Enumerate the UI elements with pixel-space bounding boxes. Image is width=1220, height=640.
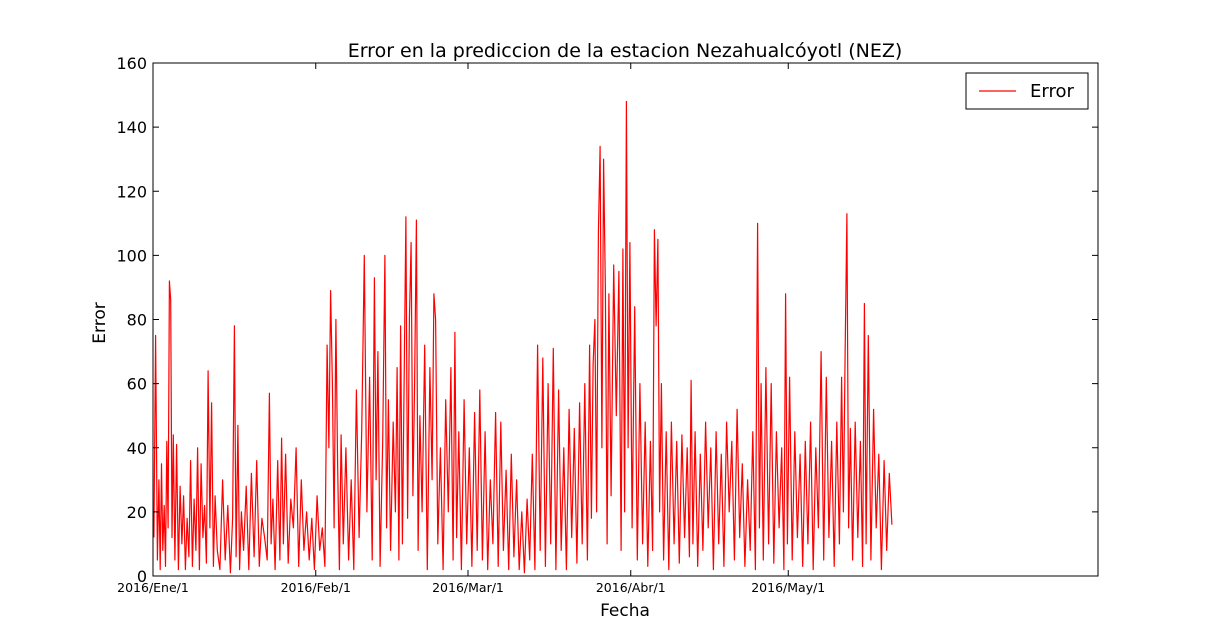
series-line-error xyxy=(153,100,893,574)
x-tick-label: 2016/Abr/1 xyxy=(596,580,666,595)
x-tick-label: 2016/Feb/1 xyxy=(281,580,351,595)
x-tick-label: 2016/May/1 xyxy=(751,580,825,595)
y-axis: 0 20 40 60 80 100 120 140 160 xyxy=(116,54,1098,586)
y-tick-label: 60 xyxy=(127,375,147,394)
x-tick-label: 2016/Ene/1 xyxy=(117,580,189,595)
y-tick-label: 120 xyxy=(116,182,147,201)
y-tick-label: 140 xyxy=(116,118,147,137)
series-layer xyxy=(153,100,893,574)
y-tick-label: 20 xyxy=(127,503,147,522)
y-tick-label: 80 xyxy=(127,311,147,330)
y-axis-label: Error xyxy=(90,302,110,343)
y-tick-label: 0 xyxy=(137,567,147,586)
x-axis: 2016/Ene/1 2016/Feb/1 2016/Mar/1 2016/Abr/1… xyxy=(117,63,825,595)
legend: Error xyxy=(965,72,1089,110)
y-tick-label: 40 xyxy=(127,439,147,458)
chart-title: Error en la prediccion de la estacion Ne… xyxy=(348,40,903,62)
x-tick-label: 2016/Mar/1 xyxy=(432,580,504,595)
y-tick-label: 100 xyxy=(116,246,147,265)
y-tick-label: 160 xyxy=(116,54,147,73)
x-axis-label: Fecha xyxy=(600,601,650,621)
legend-entry-label: Error xyxy=(1030,81,1074,102)
